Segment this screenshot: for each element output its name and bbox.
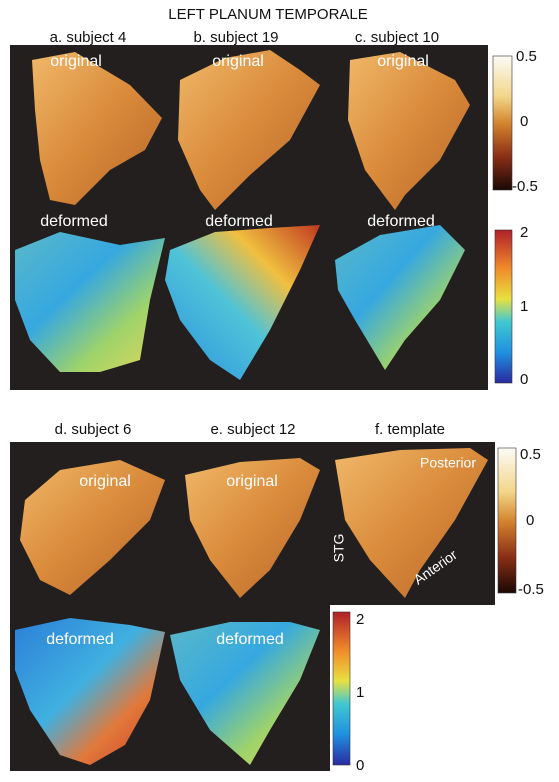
surface-original (348, 52, 470, 210)
surface-original (178, 50, 320, 210)
colorbar-tick-label: 2 (356, 611, 364, 628)
view-label: original (377, 53, 429, 70)
panel-label: f. template (375, 421, 445, 438)
panel-label: b. subject 19 (193, 29, 278, 46)
colorbar (497, 447, 517, 594)
surface-deformed (165, 225, 320, 380)
colorbar-tick-label: 0 (520, 371, 528, 388)
colorbar-tick-label: 2 (520, 224, 528, 241)
panel-label: c. subject 10 (355, 29, 439, 46)
colorbar (494, 229, 513, 384)
panel-label: e. subject 12 (210, 421, 295, 438)
surface-deformed (170, 622, 320, 765)
annotation: Posterior (420, 455, 476, 471)
surface-original (32, 52, 162, 205)
surface-deformed (15, 232, 165, 372)
view-label: original (226, 473, 278, 490)
surface-original (20, 460, 165, 595)
view-label: deformed (367, 213, 435, 230)
colorbar-tick-label: 0 (520, 113, 528, 130)
colorbar (492, 55, 513, 191)
view-label: deformed (205, 213, 273, 230)
figure-title: LEFT PLANUM TEMPORALE (168, 6, 368, 23)
view-label: original (212, 53, 264, 70)
view-label: deformed (46, 631, 114, 648)
annotation: STG (331, 534, 347, 563)
panel-label: a. subject 4 (50, 29, 127, 46)
colorbar-tick-label: 0 (356, 757, 364, 774)
colorbar-tick-label: 0.5 (520, 446, 541, 463)
colorbar-tick-label: -0.5 (512, 178, 538, 195)
colorbar-tick-label: 1 (520, 298, 528, 315)
surface-deformed (15, 618, 165, 765)
surface-deformed (335, 225, 465, 370)
panel-label: d. subject 6 (55, 421, 132, 438)
view-label: deformed (216, 631, 284, 648)
surface-original (185, 458, 320, 598)
surface-original (335, 448, 488, 598)
colorbar (332, 611, 351, 766)
view-label: original (50, 53, 102, 70)
colorbar-tick-label: 0 (526, 512, 534, 529)
colorbar-tick-label: 0.5 (516, 48, 537, 65)
view-label: original (79, 473, 131, 490)
colorbar-tick-label: 1 (356, 684, 364, 701)
colorbar-tick-label: -0.5 (518, 581, 544, 598)
view-label: deformed (40, 213, 108, 230)
